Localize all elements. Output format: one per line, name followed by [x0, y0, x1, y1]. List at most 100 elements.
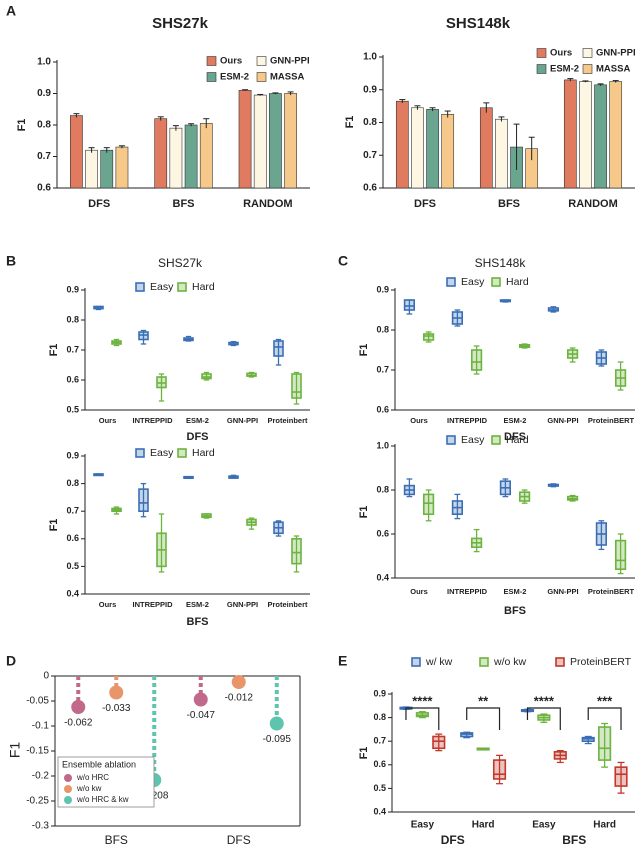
y-tick-label: 0.7	[373, 736, 386, 746]
legend-label: w/o kw	[76, 784, 102, 793]
y-tick-label: 0.5	[66, 404, 79, 414]
x-tick-label: Hard	[593, 820, 616, 831]
x-tick-label: DFS	[227, 833, 251, 846]
legend-label: Hard	[192, 447, 215, 459]
box	[470, 349, 483, 371]
bar	[594, 84, 607, 189]
box	[614, 766, 628, 787]
y-tick-label: 0.6	[376, 528, 389, 538]
x-tick-label: GNN-PPI	[547, 416, 578, 425]
x-tick-label: Proteinbert	[267, 416, 308, 425]
dot	[269, 716, 284, 731]
significance-bracket	[526, 707, 561, 730]
legend-swatch	[555, 657, 565, 667]
dot	[193, 692, 208, 707]
legend-label: w/o HRC & kw	[76, 795, 129, 804]
legend-swatch	[536, 48, 547, 58]
bar	[426, 109, 439, 189]
legend-marker	[64, 774, 72, 782]
chart-title: SHS27k	[152, 15, 209, 32]
y-tick-label: 0.6	[363, 183, 377, 194]
x-tick-label: INTREPPID	[447, 587, 488, 596]
legend-label: Ours	[220, 56, 242, 67]
significance-label: **	[478, 693, 489, 708]
dot	[71, 700, 86, 714]
panel-label: B	[6, 253, 16, 269]
legend-label: ProteinBERT	[570, 656, 632, 668]
y-tick-label: 0.6	[37, 183, 51, 194]
x-tick-label: Ours	[410, 587, 428, 596]
bar	[479, 107, 493, 189]
value-label: -0.047	[187, 710, 216, 721]
legend-swatch	[177, 448, 187, 458]
y-tick-label: 0.8	[376, 484, 389, 494]
y-axis-label: F1	[358, 506, 370, 519]
legend-swatch	[491, 277, 501, 287]
x-tick-label: Ours	[99, 600, 117, 609]
legend-label: GNN-PPI	[596, 48, 636, 59]
y-tick-label: 0.9	[376, 284, 389, 294]
bar	[441, 114, 455, 189]
y-tick-label: 0.8	[37, 120, 51, 131]
value-label: -0.062	[64, 718, 93, 729]
legend-swatch	[491, 435, 501, 445]
legend-swatch	[206, 56, 217, 66]
box	[291, 373, 302, 399]
panel-label: C	[338, 253, 348, 269]
bar	[579, 81, 592, 189]
x-tick-label: ProteinBERT	[588, 587, 635, 596]
bar	[115, 146, 129, 189]
legend-label: Easy	[150, 447, 174, 459]
x-axis-label: DFS	[504, 431, 526, 443]
bar	[284, 93, 297, 189]
bar	[70, 115, 83, 189]
x-tick-label: Proteinbert	[267, 600, 308, 609]
chart-title: SHS27k	[158, 256, 203, 270]
legend-swatch	[206, 72, 217, 82]
x-tick-label: BFS	[105, 833, 128, 846]
bar	[154, 118, 168, 189]
y-axis-label: F1	[358, 747, 370, 760]
y-tick-label: -0.05	[26, 696, 49, 707]
x-tick-label: ESM-2	[504, 416, 527, 425]
legend-swatch	[536, 64, 547, 74]
bar	[238, 90, 252, 189]
legend-label: w/o HRC	[76, 773, 109, 782]
x-tick-label: INTREPPID	[132, 416, 173, 425]
y-tick-label: 0.6	[66, 374, 79, 384]
legend-label: Hard	[192, 281, 215, 293]
x-tick-label: GNN-PPI	[227, 416, 258, 425]
legend-swatch	[177, 282, 187, 292]
chart-title: SHS148k	[446, 15, 511, 32]
y-tick-label: 0.9	[363, 84, 377, 95]
legend-swatch	[135, 282, 145, 292]
significance-label: ****	[412, 693, 433, 708]
value-label: -0.095	[263, 734, 292, 745]
x-tick-label: INTREPPID	[132, 600, 173, 609]
x-tick-label: DFS	[88, 198, 110, 210]
panel-label: A	[6, 3, 16, 19]
y-tick-label: 0.8	[376, 324, 389, 334]
legend-label: Easy	[461, 276, 485, 288]
dot	[231, 675, 246, 689]
significance-label: ***	[597, 693, 613, 708]
y-axis-label: F1	[7, 742, 23, 759]
panel-label: D	[6, 653, 16, 669]
legend-label: w/o kw	[493, 656, 527, 668]
legend-label: MASSA	[270, 72, 304, 83]
x-axis-label: BFS	[504, 605, 526, 617]
bar	[253, 94, 267, 189]
group-label: BFS	[562, 833, 586, 846]
y-tick-label: 0.8	[66, 314, 79, 324]
x-tick-label: INTREPPID	[447, 416, 488, 425]
y-axis-label: F1	[358, 344, 370, 357]
x-tick-label: ESM-2	[186, 416, 209, 425]
legend-box	[57, 756, 155, 808]
y-tick-label: 0.8	[363, 117, 377, 128]
y-tick-label: 0.9	[37, 88, 51, 99]
y-tick-label: 0.7	[363, 150, 377, 161]
y-tick-label: 0.6	[373, 759, 386, 769]
legend-label: Hard	[506, 276, 529, 288]
legend-title: Ensemble ablation	[62, 759, 136, 769]
